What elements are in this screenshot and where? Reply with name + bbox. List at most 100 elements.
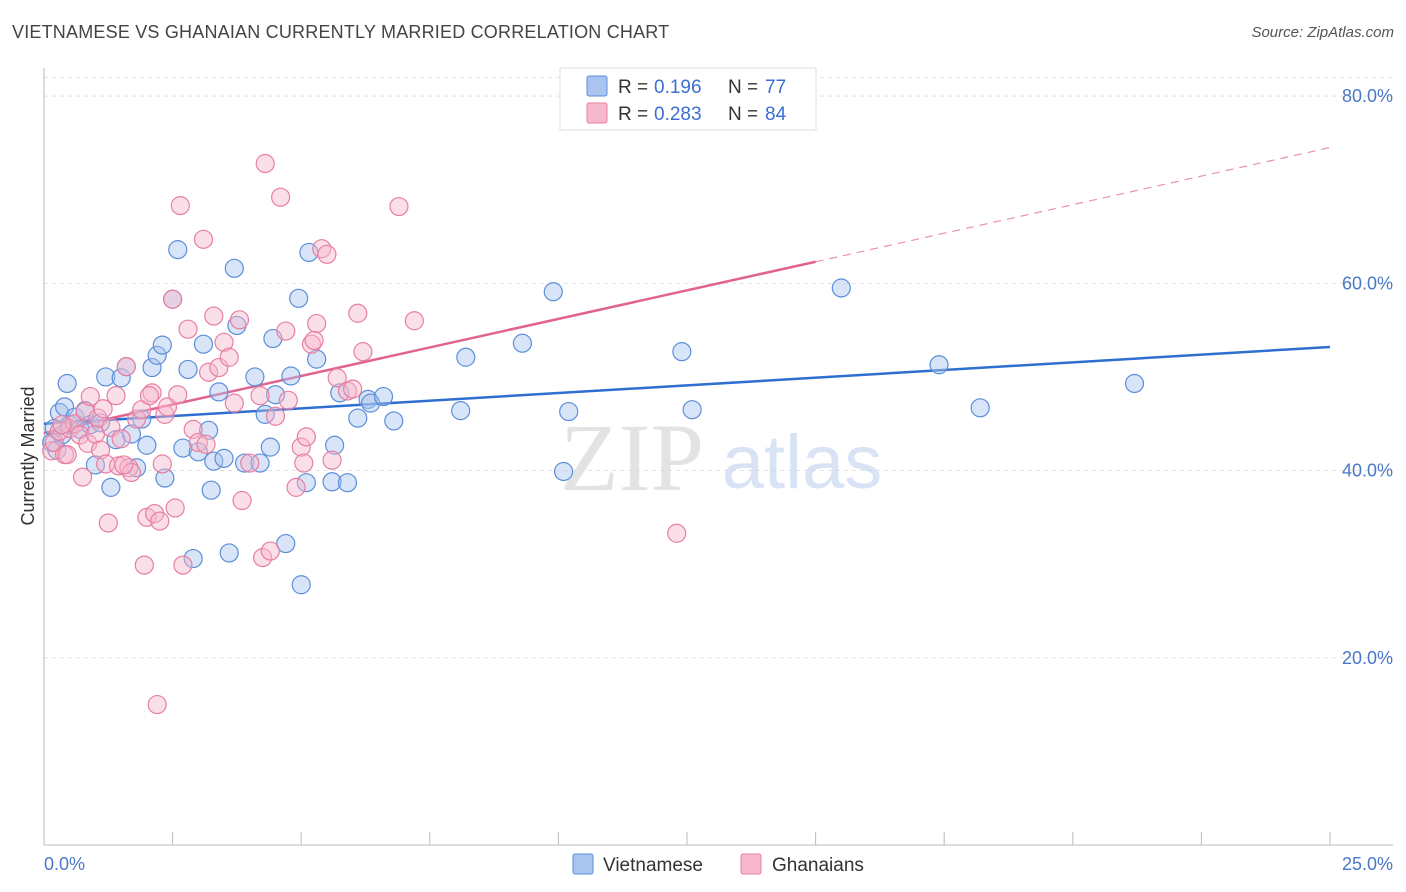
- legend-swatch-ghanaians: [586, 102, 608, 124]
- point-ghanaians: [404, 311, 424, 331]
- point-ghanaians: [163, 289, 183, 309]
- point-vietnamese: [322, 472, 342, 492]
- data-points: [42, 153, 1145, 715]
- x-tick-label-max: 25.0%: [1342, 854, 1393, 874]
- point-ghanaians: [173, 555, 193, 575]
- point-vietnamese: [281, 366, 301, 386]
- point-ghanaians: [253, 548, 273, 568]
- point-ghanaians: [265, 406, 286, 426]
- point-ghanaians: [294, 453, 314, 473]
- point-vietnamese: [456, 347, 476, 367]
- point-vietnamese: [155, 468, 175, 488]
- point-vietnamese: [96, 367, 116, 387]
- point-vietnamese: [682, 400, 702, 420]
- point-ghanaians: [296, 427, 316, 447]
- point-vietnamese: [929, 355, 949, 375]
- point-vietnamese: [121, 424, 142, 444]
- legend-n-value-vietnamese: 77: [765, 77, 786, 98]
- point-ghanaians: [255, 153, 275, 174]
- point-vietnamese: [168, 240, 188, 260]
- point-ghanaians: [155, 404, 175, 424]
- y-tick-label: 80.0%: [1342, 86, 1393, 106]
- point-vietnamese: [214, 448, 234, 468]
- point-vietnamese: [373, 386, 394, 407]
- x-tick-label-min: 0.0%: [44, 854, 85, 874]
- bottom-legend-swatch-ghanaians: [740, 853, 762, 875]
- point-vietnamese: [201, 480, 221, 500]
- point-ghanaians: [121, 462, 142, 483]
- point-ghanaians: [304, 330, 324, 351]
- point-ghanaians: [209, 357, 229, 378]
- zipatlas-watermark: ZIP atlas: [560, 404, 882, 511]
- point-ghanaians: [307, 313, 327, 334]
- point-ghanaians: [214, 332, 234, 352]
- point-vietnamese: [970, 398, 990, 418]
- point-ghanaians: [286, 477, 306, 497]
- point-ghanaians: [168, 385, 188, 405]
- chart-source: Source: ZipAtlas.com: [1251, 24, 1394, 41]
- point-ghanaians: [276, 321, 296, 341]
- legend-n-label-ghanaians: N =: [728, 104, 758, 125]
- point-vietnamese: [49, 402, 70, 423]
- point-ghanaians: [98, 513, 118, 533]
- y-tick-label: 40.0%: [1342, 461, 1393, 481]
- point-ghanaians: [72, 467, 93, 487]
- point-vietnamese: [291, 575, 311, 595]
- point-vietnamese: [57, 373, 77, 394]
- point-ghanaians: [219, 347, 239, 367]
- point-ghanaians: [291, 437, 311, 457]
- point-ghanaians: [111, 429, 131, 449]
- point-ghanaians: [353, 342, 373, 362]
- point-ghanaians: [93, 399, 113, 419]
- point-vietnamese: [1124, 373, 1145, 394]
- point-ghanaians: [142, 383, 162, 403]
- point-ghanaians: [152, 454, 172, 474]
- point-ghanaians: [188, 432, 208, 453]
- point-vietnamese: [307, 349, 327, 369]
- legend-r-label-ghanaians: R =: [618, 104, 648, 125]
- point-ghanaians: [88, 408, 108, 428]
- legend-box: R = 0.196 N = 77 R = 0.283 N = 84: [559, 67, 817, 131]
- point-ghanaians: [150, 511, 170, 531]
- point-vietnamese: [224, 258, 244, 278]
- point-vietnamese: [235, 453, 255, 473]
- point-ghanaians: [232, 490, 252, 511]
- point-vietnamese: [672, 342, 692, 362]
- point-vietnamese: [260, 437, 280, 457]
- point-vietnamese: [276, 533, 296, 554]
- point-ghanaians: [229, 310, 250, 330]
- point-ghanaians: [157, 397, 178, 417]
- grid-lines: [44, 76, 1393, 659]
- point-ghanaians: [240, 453, 260, 473]
- y-tick-label: 60.0%: [1342, 273, 1393, 293]
- chart-title: VIETNAMESE VS GHANAIAN CURRENTLY MARRIED…: [12, 22, 670, 42]
- point-ghanaians: [327, 368, 347, 388]
- bottom-legend-label-ghanaians: Ghanaians: [772, 855, 864, 876]
- point-ghanaians: [139, 386, 160, 406]
- point-vietnamese: [384, 411, 404, 431]
- x-ticks: [43, 832, 1331, 845]
- point-vietnamese: [85, 455, 106, 475]
- point-vietnamese: [512, 333, 532, 353]
- legend-n-label-vietnamese: N =: [728, 77, 758, 98]
- point-vietnamese: [289, 288, 309, 308]
- point-vietnamese: [337, 473, 358, 493]
- point-vietnamese: [245, 367, 265, 387]
- point-vietnamese: [199, 420, 219, 440]
- point-ghanaians: [317, 244, 337, 264]
- point-ghanaians: [204, 306, 224, 326]
- point-vietnamese: [152, 335, 172, 355]
- point-vietnamese: [101, 477, 121, 497]
- trend-line-extension-ghanaians: [815, 146, 1331, 263]
- point-vietnamese: [209, 382, 229, 402]
- point-ghanaians: [57, 445, 77, 465]
- point-vietnamese: [183, 548, 203, 569]
- point-vietnamese: [137, 435, 157, 455]
- point-ghanaians: [52, 415, 72, 435]
- trend-lines: [43, 146, 1331, 435]
- point-ghanaians: [343, 379, 363, 399]
- point-ghanaians: [126, 409, 147, 429]
- y-axis-title: Currently Married: [18, 386, 38, 525]
- point-ghanaians: [196, 434, 216, 454]
- point-vietnamese: [831, 278, 851, 298]
